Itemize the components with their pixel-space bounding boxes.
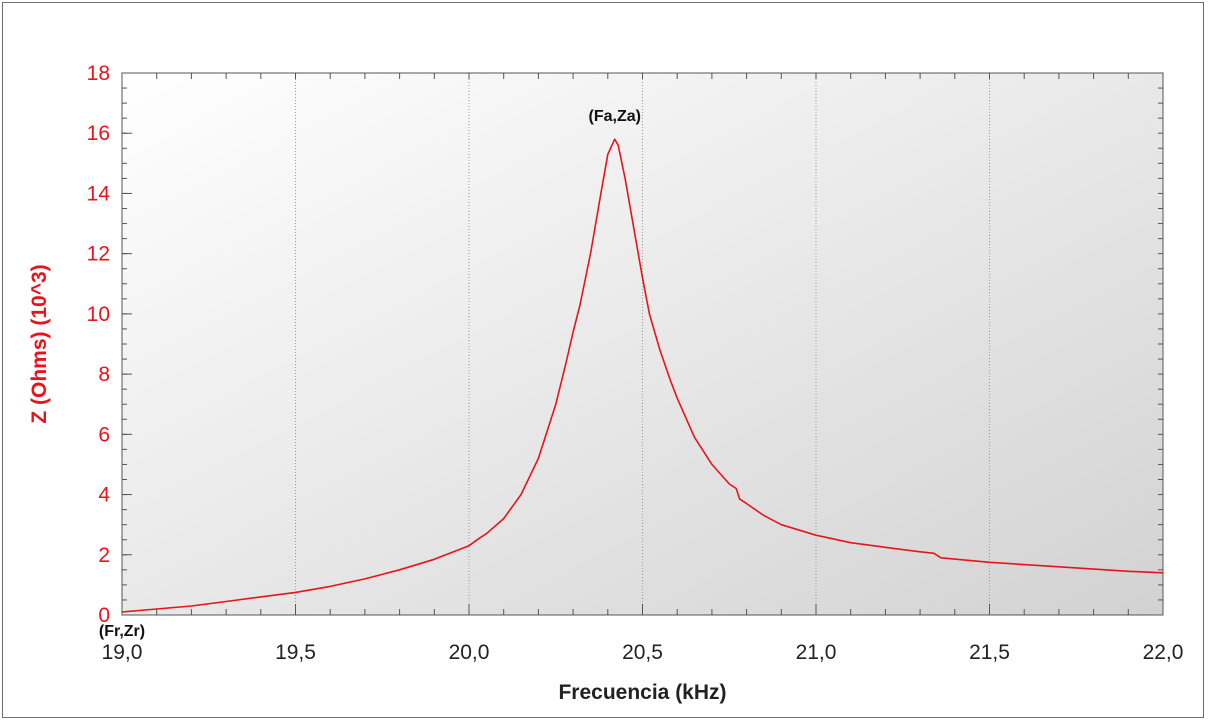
labels: 0 2 4 6 8 10 12 14 16 18 19,0 19,5 20,0 20,5 21,0 21,5 2… [28, 62, 1183, 704]
grid-lines [295, 73, 990, 615]
series-layer [121, 138, 1164, 613]
x-tick-label: 20,5 [622, 641, 663, 664]
x-axis-title: Frecuencia (kHz) [558, 681, 726, 704]
y-axis-title: Z (Ohms) (10^3) [28, 264, 51, 423]
annotation-label: (Fa,Za) [589, 108, 641, 125]
y-tick-label: 12 [87, 243, 110, 266]
x-tick-label: 19,5 [275, 641, 316, 664]
x-tick-label: 22,0 [1143, 641, 1184, 664]
x-tick-label: 21,0 [796, 641, 837, 664]
y-tick-label: 10 [87, 303, 110, 326]
y-tick-label: 14 [87, 182, 111, 205]
x-tick-label: 20,0 [449, 641, 490, 664]
x-tick-label: 21,5 [969, 641, 1010, 664]
y-tick-label: 4 [98, 484, 110, 507]
impedance-series-line [121, 138, 1164, 613]
y-tick-label: 6 [98, 423, 110, 446]
annotation-label: (Fr,Zr) [99, 623, 145, 640]
y-tick-label: 18 [87, 62, 110, 85]
y-tick-label: 2 [98, 544, 110, 567]
x-tick-label: 19,0 [102, 641, 143, 664]
y-tick-label: 8 [98, 363, 110, 386]
y-tick-label: 16 [87, 122, 110, 145]
y-tick-label: 0 [98, 604, 110, 627]
